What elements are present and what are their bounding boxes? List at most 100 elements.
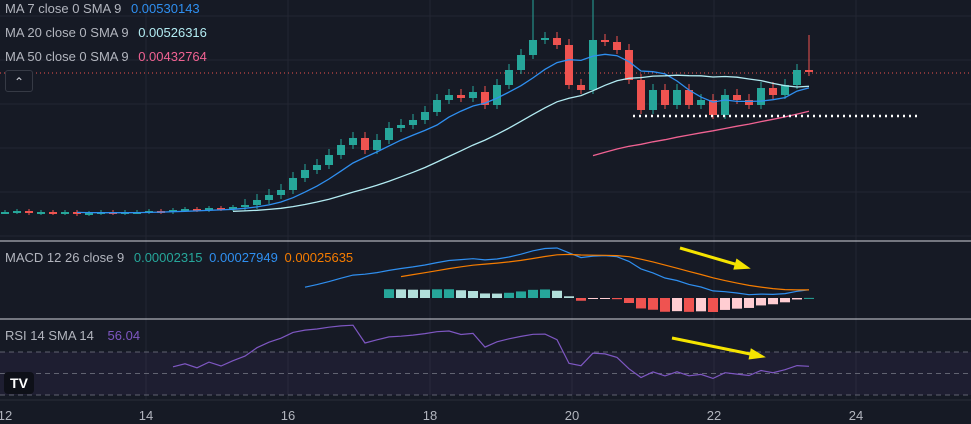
ma20-line xyxy=(232,74,810,212)
legend-ma7[interactable]: MA 7 close 0 SMA 9 0.00530143 xyxy=(5,1,206,16)
macd-histogram-bar xyxy=(396,289,406,298)
x-tick: 16 xyxy=(280,408,296,423)
candle-body xyxy=(325,155,333,165)
macd-value: 0.00027949 xyxy=(209,250,278,265)
macd-histogram-bar xyxy=(636,298,646,309)
ma7-value: 0.00530143 xyxy=(130,1,200,16)
macd-hist-value: 0.00002315 xyxy=(133,250,203,265)
tradingview-logo[interactable]: TV xyxy=(4,372,34,394)
candle-body xyxy=(733,95,741,100)
macd-histogram-bar xyxy=(384,289,394,298)
ma7-line xyxy=(76,53,810,214)
candle-body xyxy=(13,211,21,213)
candle-body xyxy=(709,100,717,115)
candle-body xyxy=(637,80,645,110)
macd-histogram-bar xyxy=(732,298,742,309)
candle-body xyxy=(25,211,33,213)
macd-histogram-bar xyxy=(432,289,442,298)
macd-histogram-bar xyxy=(408,289,418,298)
macd-histogram-bar xyxy=(768,298,778,305)
macd-histogram-bar xyxy=(684,298,694,312)
candle-body xyxy=(757,88,765,105)
candle-body xyxy=(289,178,297,190)
macd-signal-line xyxy=(400,253,809,291)
collapse-legend-button[interactable]: ⌃ xyxy=(5,70,33,92)
candle-body xyxy=(493,85,501,105)
legend-ma20[interactable]: MA 20 close 0 SMA 9 0.00526316 xyxy=(5,25,213,40)
candle-body xyxy=(433,100,441,112)
macd-histogram-bar xyxy=(780,298,790,303)
candle-body xyxy=(469,92,477,98)
candle-body xyxy=(769,88,777,95)
rsi-line xyxy=(172,324,810,380)
candle-body xyxy=(193,209,201,211)
macd-histogram-bar xyxy=(420,289,430,298)
candle-body xyxy=(313,165,321,170)
candle-body xyxy=(61,212,69,214)
annotation-arrow xyxy=(679,246,746,269)
x-tick: 12 xyxy=(0,408,13,423)
macd-histogram-bar xyxy=(756,298,766,306)
candle-body xyxy=(37,212,45,214)
macd-histogram-bar xyxy=(492,293,502,298)
macd-histogram-bar xyxy=(444,289,454,298)
chevron-up-icon: ⌃ xyxy=(13,75,25,89)
macd-histogram-bar xyxy=(696,298,706,312)
candle-body xyxy=(349,138,357,145)
candle-body xyxy=(505,70,513,85)
legend-rsi[interactable]: RSI 14 SMA 14 56.04 xyxy=(5,328,146,343)
arrow-head-icon xyxy=(733,258,751,270)
macd-histogram-bar xyxy=(672,298,682,312)
candle-body xyxy=(205,208,213,210)
macd-histogram-bar xyxy=(516,291,526,298)
macd-histogram-bar xyxy=(804,297,814,299)
candle-body xyxy=(229,207,237,209)
candle-body xyxy=(277,190,285,195)
candle-body xyxy=(241,205,249,207)
rsi-label: RSI 14 SMA 14 xyxy=(5,328,94,343)
candle-body xyxy=(517,55,525,70)
candle-body xyxy=(361,138,369,150)
candle-body xyxy=(745,100,753,105)
macd-histogram-bar xyxy=(480,293,490,298)
candle-body xyxy=(217,208,225,210)
candle-body xyxy=(601,40,609,42)
candle-body xyxy=(301,170,309,178)
macd-histogram-bar xyxy=(720,298,730,310)
legend-macd[interactable]: MACD 12 26 close 9 0.00002315 0.00027949… xyxy=(5,250,359,265)
x-tick: 24 xyxy=(848,408,864,423)
candle-body xyxy=(457,95,465,98)
x-tick: 14 xyxy=(138,408,154,423)
candle-body xyxy=(421,112,429,120)
macd-histogram-bar xyxy=(612,298,622,300)
ma7-label: MA 7 close 0 SMA 9 xyxy=(5,1,122,16)
legend-ma50[interactable]: MA 50 close 0 SMA 9 0.00432764 xyxy=(5,49,213,64)
ma20-value: 0.00526316 xyxy=(138,25,207,40)
candle-body xyxy=(397,125,405,128)
macd-histogram-bar xyxy=(708,298,718,312)
candle-body xyxy=(373,140,381,150)
macd-histogram-bar xyxy=(552,290,562,298)
macd-label: MACD 12 26 close 9 xyxy=(5,250,125,265)
x-tick: 22 xyxy=(706,408,722,423)
candle-body xyxy=(541,38,549,40)
candle-body xyxy=(565,45,573,85)
candle-body xyxy=(589,40,597,90)
candle-body xyxy=(781,85,789,95)
macd-histogram-bar xyxy=(468,291,478,298)
ma20-label: MA 20 close 0 SMA 9 xyxy=(5,25,129,40)
candle-body xyxy=(1,212,9,214)
macd-histogram-bar xyxy=(660,298,670,312)
macd-line xyxy=(304,247,810,296)
rsi-value: 56.04 xyxy=(107,328,141,343)
macd-histogram-bar xyxy=(540,289,550,298)
x-tick: 18 xyxy=(422,408,438,423)
candle-body xyxy=(445,95,453,100)
x-tick: 20 xyxy=(564,408,580,423)
macd-histogram-bar xyxy=(504,292,514,298)
macd-histogram-bar xyxy=(576,298,586,301)
candle-body xyxy=(577,85,585,90)
macd-histogram-bar xyxy=(744,298,754,308)
candle-body xyxy=(685,90,693,105)
